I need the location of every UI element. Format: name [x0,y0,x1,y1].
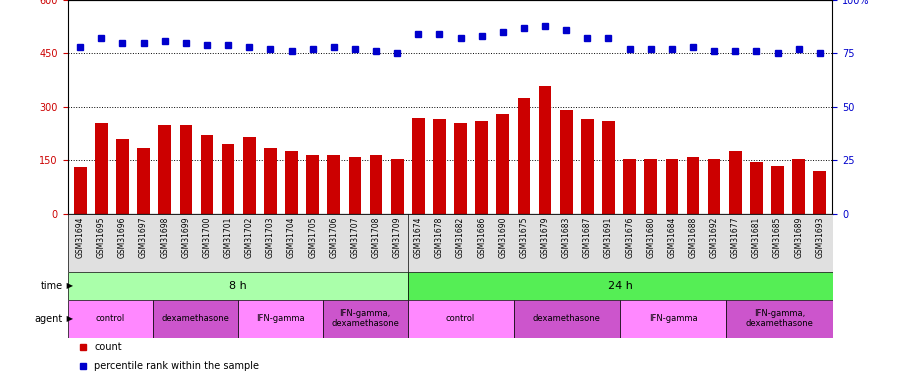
Bar [370,155,382,214]
Bar [201,135,213,214]
Bar [814,171,826,214]
Text: GSM31676: GSM31676 [626,217,634,258]
Text: GSM31692: GSM31692 [710,217,719,258]
Text: GSM31699: GSM31699 [181,217,190,258]
Bar [771,166,784,214]
Bar [412,118,425,214]
FancyBboxPatch shape [152,300,238,338]
Bar [581,119,594,214]
Text: dexamethasone: dexamethasone [533,314,601,323]
Bar [729,152,742,214]
Text: count: count [94,342,122,352]
Text: GSM31701: GSM31701 [223,217,232,258]
FancyBboxPatch shape [238,300,322,338]
Text: GSM31690: GSM31690 [499,217,508,258]
Bar [454,123,467,214]
Text: GSM31705: GSM31705 [308,217,317,258]
Text: GSM31674: GSM31674 [414,217,423,258]
FancyBboxPatch shape [408,272,832,300]
FancyBboxPatch shape [726,300,832,338]
Text: 24 h: 24 h [608,281,633,291]
Text: GSM31677: GSM31677 [731,217,740,258]
FancyBboxPatch shape [322,300,408,338]
Bar [306,155,319,214]
Text: GSM31695: GSM31695 [97,217,106,258]
Text: GSM31702: GSM31702 [245,217,254,258]
Text: GSM31689: GSM31689 [794,217,803,258]
Bar [243,137,256,214]
Text: GSM31675: GSM31675 [519,217,528,258]
Bar [707,159,721,214]
Text: GSM31688: GSM31688 [688,217,698,258]
Text: percentile rank within the sample: percentile rank within the sample [94,361,259,370]
Bar [497,114,509,214]
Bar [348,157,361,214]
Text: ▶: ▶ [64,314,73,323]
Text: GSM31678: GSM31678 [435,217,444,258]
Text: GSM31679: GSM31679 [541,217,550,258]
Text: IFN-gamma,
dexamethasone: IFN-gamma, dexamethasone [745,309,814,328]
FancyBboxPatch shape [620,300,726,338]
Text: IFN-gamma: IFN-gamma [649,314,698,323]
FancyBboxPatch shape [514,300,620,338]
Bar [137,148,150,214]
Bar [475,121,488,214]
Bar [687,157,699,214]
FancyBboxPatch shape [68,300,152,338]
Text: GSM31706: GSM31706 [329,217,338,258]
FancyBboxPatch shape [408,300,514,338]
Text: GSM31704: GSM31704 [287,217,296,258]
Bar [666,159,679,214]
Bar [221,144,234,214]
Text: control: control [95,314,124,323]
Bar [158,124,171,214]
Text: GSM31691: GSM31691 [604,217,613,258]
Text: dexamethasone: dexamethasone [161,314,229,323]
Text: control: control [446,314,475,323]
Text: GSM31686: GSM31686 [477,217,486,258]
Text: GSM31707: GSM31707 [350,217,359,258]
Bar [539,86,552,214]
Text: IFN-gamma: IFN-gamma [256,314,304,323]
Bar [95,123,108,214]
Text: IFN-gamma,
dexamethasone: IFN-gamma, dexamethasone [331,309,399,328]
Bar [624,159,636,214]
Bar [179,124,193,214]
Text: GSM31696: GSM31696 [118,217,127,258]
Text: GSM31693: GSM31693 [815,217,824,258]
Text: GSM31697: GSM31697 [140,217,148,258]
Bar [285,152,298,214]
Text: GSM31709: GSM31709 [392,217,401,258]
Text: agent: agent [35,314,63,324]
Bar [750,162,763,214]
Text: ▶: ▶ [64,281,73,290]
Text: GSM31708: GSM31708 [372,217,381,258]
Text: GSM31698: GSM31698 [160,217,169,258]
Text: GSM31703: GSM31703 [266,217,274,258]
Bar [644,159,657,214]
Text: GSM31684: GSM31684 [668,217,677,258]
Text: GSM31681: GSM31681 [752,217,760,258]
Bar [264,148,276,214]
Text: GSM31680: GSM31680 [646,217,655,258]
Bar [518,98,530,214]
Bar [560,110,572,214]
Text: GSM31687: GSM31687 [583,217,592,258]
Text: GSM31682: GSM31682 [456,217,465,258]
Text: time: time [40,281,63,291]
Bar [74,167,86,214]
Text: GSM31685: GSM31685 [773,217,782,258]
Bar [116,139,129,214]
Text: 8 h: 8 h [229,281,247,291]
Text: GSM31694: GSM31694 [76,217,85,258]
FancyBboxPatch shape [68,272,408,300]
Text: GSM31700: GSM31700 [202,217,211,258]
Bar [391,159,403,214]
Text: GSM31683: GSM31683 [562,217,571,258]
Bar [792,159,805,214]
Bar [602,121,615,214]
FancyBboxPatch shape [68,214,833,272]
Bar [433,119,446,214]
Bar [328,155,340,214]
